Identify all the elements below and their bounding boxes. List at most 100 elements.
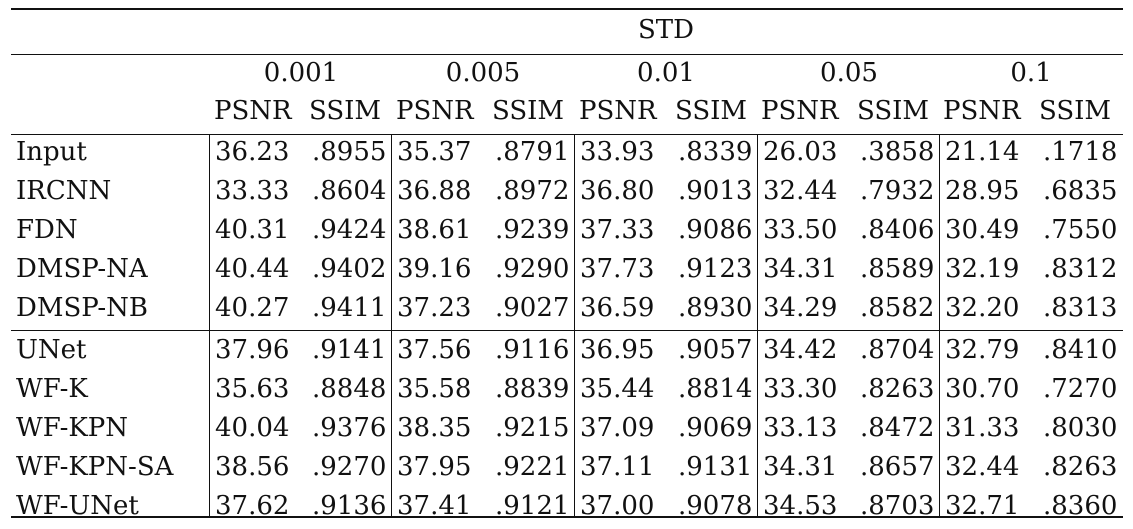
ssim-cell: .9141 [312, 335, 387, 365]
ssim-cell: .8263 [1043, 452, 1118, 482]
ssim-cell: .9131 [678, 452, 753, 482]
ssim-cell: .8704 [860, 335, 935, 365]
psnr-cell: 34.31 [763, 254, 838, 284]
ssim-cell: .8360 [1043, 491, 1118, 521]
psnr-cell: 40.44 [215, 254, 290, 284]
psnr-cell: 34.42 [763, 335, 838, 365]
row-label: DMSP-NB [16, 293, 148, 323]
ssim-cell: .9402 [312, 254, 387, 284]
psnr-cell: 35.58 [397, 374, 472, 404]
ssim-cell: .8972 [495, 176, 570, 206]
col-divider-4 [939, 134, 940, 516]
psnr-cell: 33.50 [763, 215, 838, 245]
ssim-cell: .8791 [495, 137, 570, 167]
psnr-cell: 36.88 [397, 176, 472, 206]
psnr-cell: 37.62 [215, 491, 290, 521]
col-divider-0 [209, 134, 210, 516]
ssim-cell: .9013 [678, 176, 753, 206]
psnr-cell: 32.44 [945, 452, 1020, 482]
psnr-cell: 37.95 [397, 452, 472, 482]
ssim-cell: .8406 [860, 215, 935, 245]
ssim-cell: .9136 [312, 491, 387, 521]
psnr-cell: 40.04 [215, 413, 290, 443]
ssim-cell: .3858 [860, 137, 935, 167]
psnr-cell: 32.71 [945, 491, 1020, 521]
psnr-cell: 34.29 [763, 293, 838, 323]
ssim-cell: .9057 [678, 335, 753, 365]
row-label: WF-KPN-SA [16, 452, 174, 482]
row-label: FDN [16, 215, 78, 245]
bottom-rule [11, 516, 1123, 518]
psnr-cell: 37.33 [580, 215, 655, 245]
metric-header-ssim-2: SSIM [675, 96, 748, 126]
header-bottom-rule [11, 134, 1123, 135]
ssim-cell: .8703 [860, 491, 935, 521]
row-label: UNet [16, 335, 87, 365]
ssim-cell: .9376 [312, 413, 387, 443]
ssim-cell: .7550 [1043, 215, 1118, 245]
psnr-cell: 33.33 [215, 176, 290, 206]
psnr-cell: 34.31 [763, 452, 838, 482]
psnr-cell: 37.96 [215, 335, 290, 365]
metric-header-psnr-1: PSNR [396, 96, 474, 126]
metric-header-psnr-2: PSNR [579, 96, 657, 126]
ssim-cell: .9424 [312, 215, 387, 245]
psnr-cell: 37.56 [397, 335, 472, 365]
ssim-cell: .8848 [312, 374, 387, 404]
psnr-cell: 39.16 [397, 254, 472, 284]
ssim-cell: .9123 [678, 254, 753, 284]
metric-header-psnr-0: PSNR [214, 96, 292, 126]
ssim-cell: .9121 [495, 491, 570, 521]
psnr-cell: 21.14 [945, 137, 1020, 167]
row-label: DMSP-NA [16, 254, 148, 284]
ssim-cell: .8589 [860, 254, 935, 284]
metric-header-ssim-1: SSIM [492, 96, 565, 126]
psnr-cell: 32.20 [945, 293, 1020, 323]
group-header-4: 0.1 [1010, 58, 1052, 88]
ssim-cell: .8313 [1043, 293, 1118, 323]
psnr-cell: 38.56 [215, 452, 290, 482]
psnr-cell: 35.37 [397, 137, 472, 167]
metric-header-ssim-3: SSIM [857, 96, 930, 126]
group-header-3: 0.05 [820, 58, 878, 88]
psnr-cell: 38.35 [397, 413, 472, 443]
ssim-cell: .9221 [495, 452, 570, 482]
psnr-cell: 37.73 [580, 254, 655, 284]
ssim-cell: .1718 [1043, 137, 1118, 167]
ssim-cell: .9086 [678, 215, 753, 245]
ssim-cell: .9290 [495, 254, 570, 284]
psnr-cell: 36.95 [580, 335, 655, 365]
ssim-cell: .8263 [860, 374, 935, 404]
metric-header-psnr-4: PSNR [943, 96, 1021, 126]
psnr-cell: 37.41 [397, 491, 472, 521]
col-divider-2 [574, 134, 575, 516]
row-label: IRCNN [16, 176, 112, 206]
metric-header-ssim-0: SSIM [309, 96, 382, 126]
row-label: WF-UNet [16, 491, 139, 521]
metric-header-psnr-3: PSNR [761, 96, 839, 126]
ssim-cell: .6835 [1043, 176, 1118, 206]
ssim-cell: .8410 [1043, 335, 1118, 365]
ssim-cell: .9270 [312, 452, 387, 482]
psnr-cell: 26.03 [763, 137, 838, 167]
ssim-cell: .8814 [678, 374, 753, 404]
ssim-cell: .8930 [678, 293, 753, 323]
psnr-cell: 40.31 [215, 215, 290, 245]
psnr-cell: 38.61 [397, 215, 472, 245]
ssim-cell: .8604 [312, 176, 387, 206]
ssim-cell: .8657 [860, 452, 935, 482]
ssim-cell: .8955 [312, 137, 387, 167]
psnr-cell: 31.33 [945, 413, 1020, 443]
ssim-cell: .7932 [860, 176, 935, 206]
psnr-cell: 37.23 [397, 293, 472, 323]
ssim-cell: .8839 [495, 374, 570, 404]
ssim-cell: .7270 [1043, 374, 1118, 404]
row-label: WF-K [16, 374, 88, 404]
std-header: STD [638, 15, 694, 45]
group-header-2: 0.01 [637, 58, 695, 88]
ssim-cell: .8312 [1043, 254, 1118, 284]
metric-header-ssim-4: SSIM [1039, 96, 1112, 126]
ssim-cell: .8030 [1043, 413, 1118, 443]
ssim-cell: .9078 [678, 491, 753, 521]
group-header-0: 0.001 [263, 58, 339, 88]
